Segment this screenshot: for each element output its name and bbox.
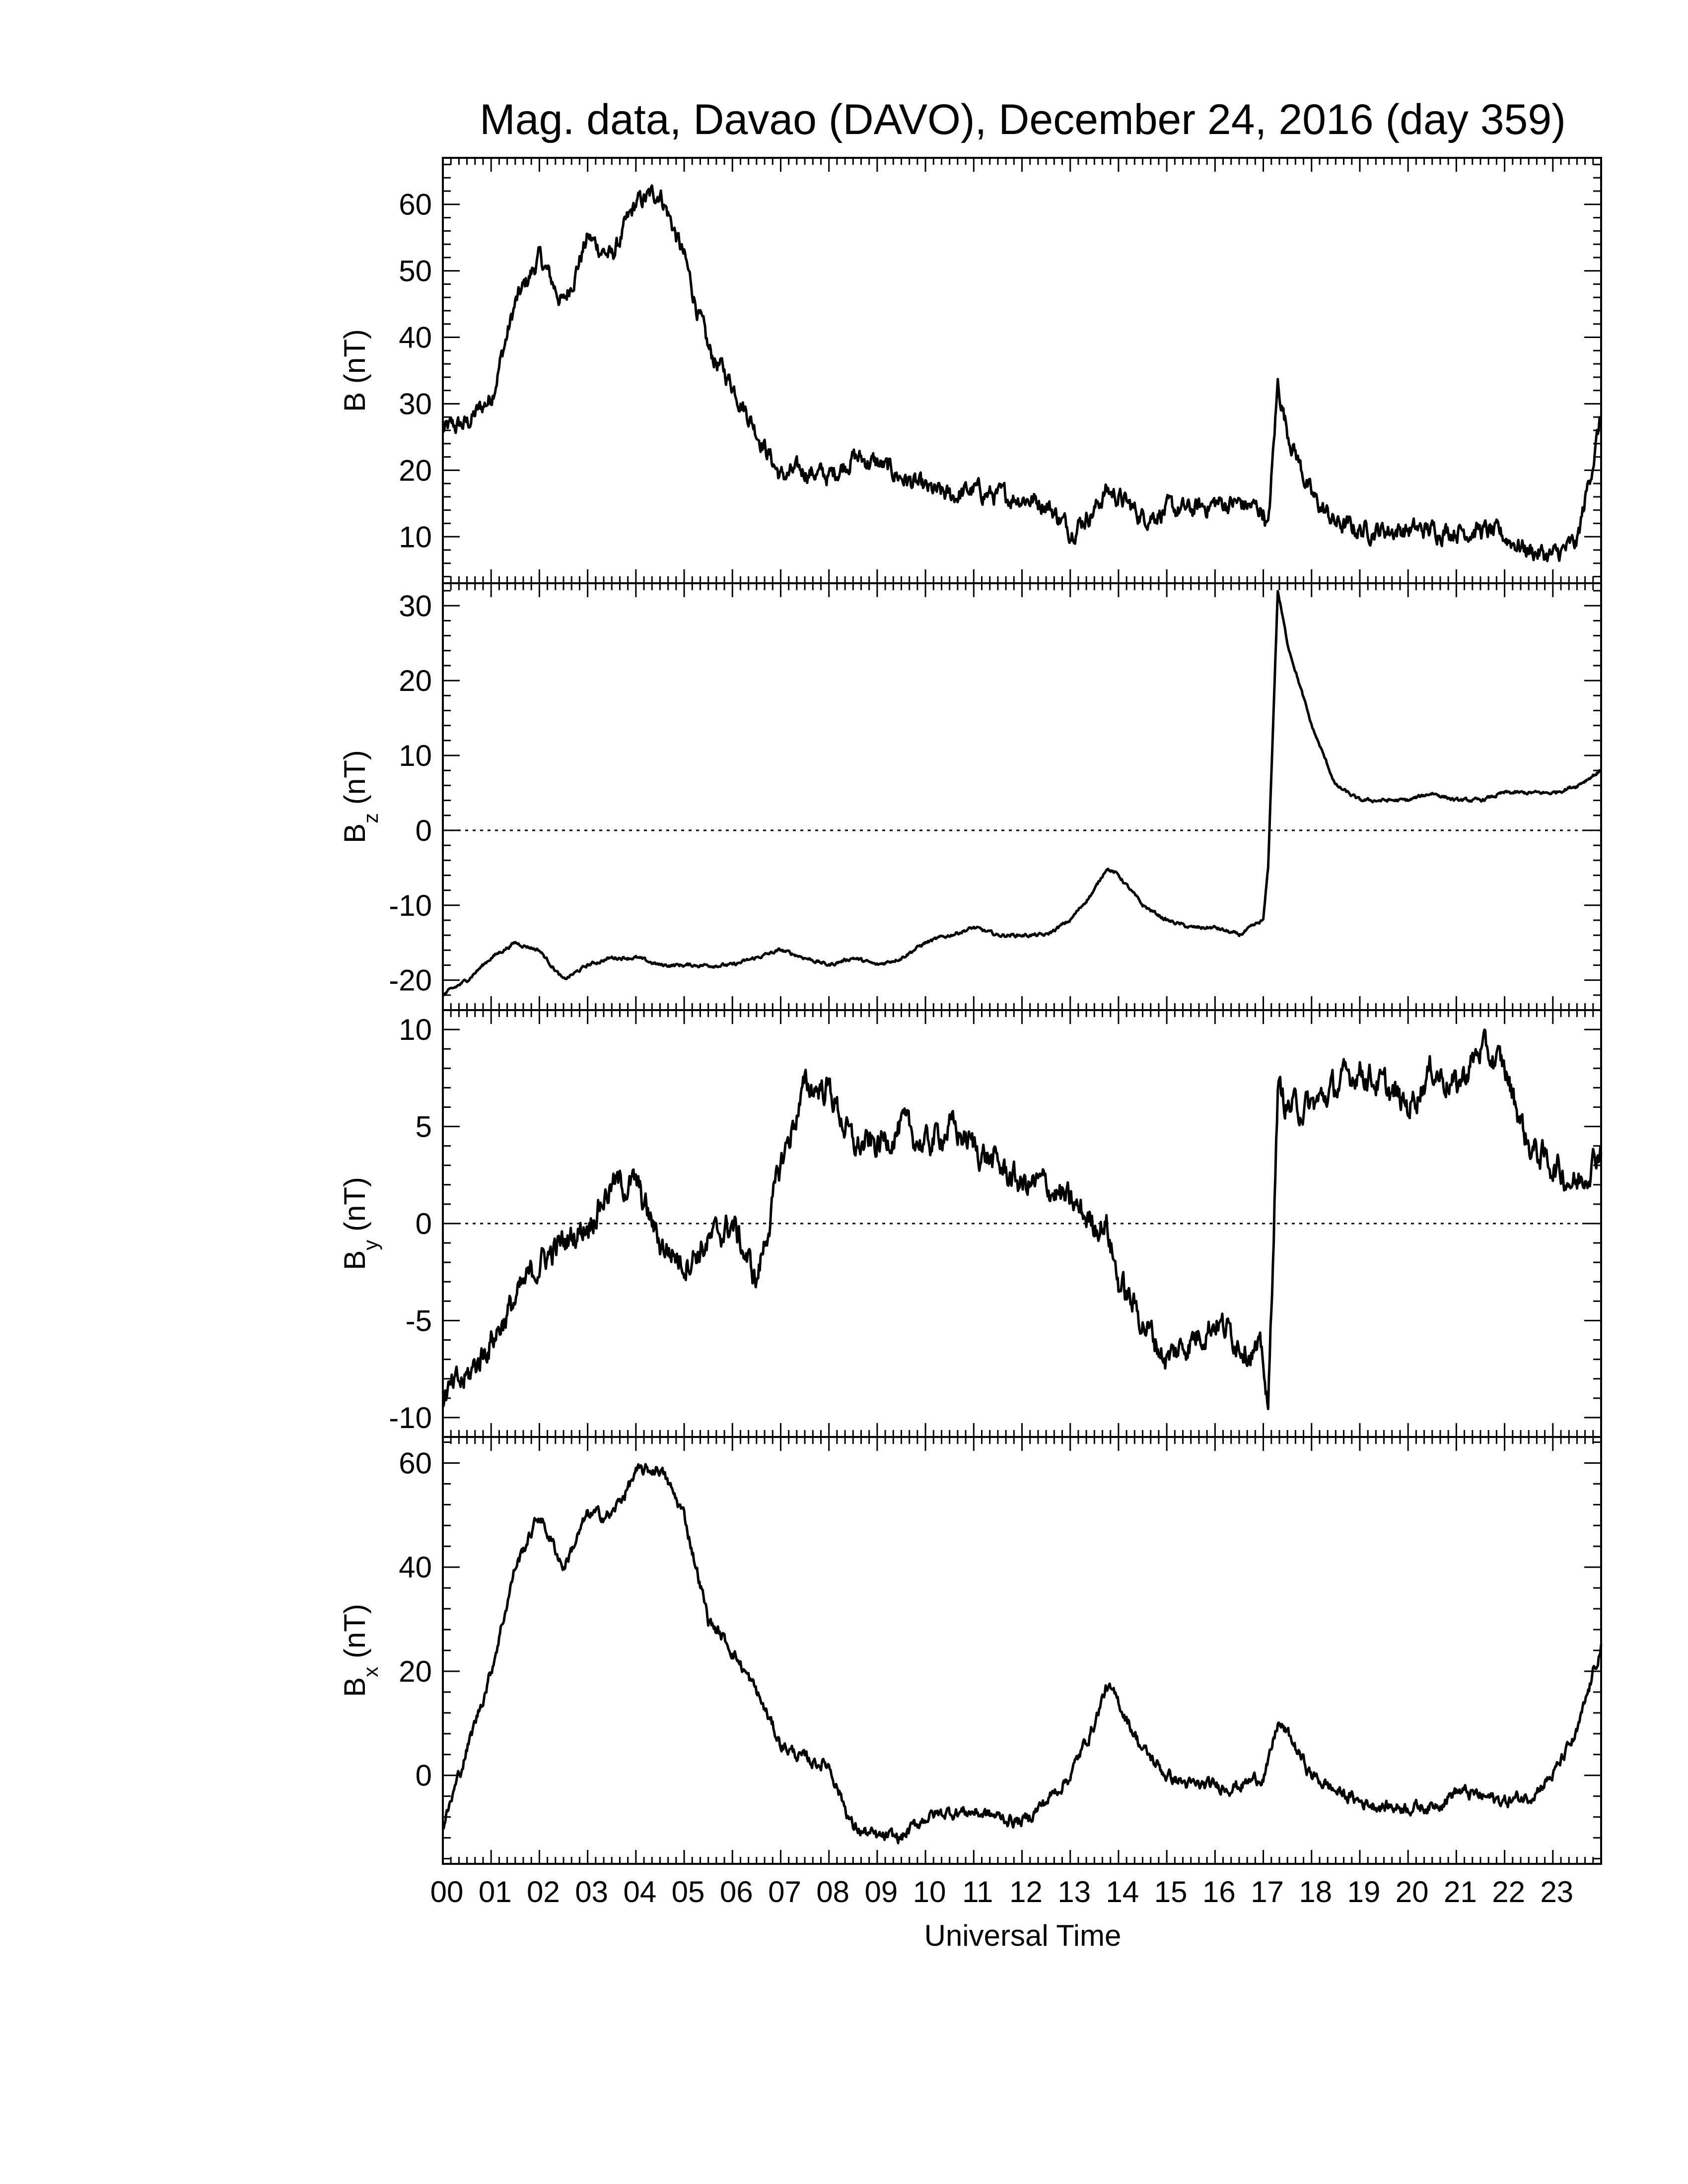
x-tick-label: 05 (672, 1875, 705, 1909)
x-tick-label: 20 (1396, 1875, 1429, 1909)
panel-2: -20 -10 0 10 20 30 Bz (nT) (338, 582, 1602, 1011)
x-tick-label: 23 (1540, 1875, 1573, 1909)
x-tick-label: 11 (962, 1875, 993, 1909)
y-tick-label: 20 (399, 664, 432, 697)
x-tick-label: 16 (1202, 1875, 1236, 1909)
y-tick-label: -5 (406, 1304, 432, 1337)
x-tick-label: 14 (1106, 1875, 1139, 1909)
y-tick-label: 10 (399, 520, 432, 553)
x-tick-label: 18 (1299, 1875, 1332, 1909)
y-tick-label: 40 (399, 1551, 432, 1584)
x-tick-label: 09 (865, 1875, 898, 1909)
y-axis-label: Bx (nT) (338, 1604, 382, 1697)
y-tick-label: -10 (389, 1401, 432, 1434)
x-tick-label: 21 (1444, 1875, 1477, 1909)
y-tick-label: 10 (399, 739, 432, 772)
x-tick-label: 04 (623, 1875, 656, 1909)
series-line (441, 184, 1603, 562)
x-tick-label: 06 (720, 1875, 753, 1909)
panel-1: 10 20 30 40 50 60 B (nT) (338, 157, 1603, 584)
x-tick-label: 03 (575, 1875, 608, 1909)
x-tick-label: 02 (527, 1875, 560, 1909)
y-axis-label: B (nT) (338, 329, 371, 412)
x-tick-label: 19 (1347, 1875, 1381, 1909)
y-tick-label: 20 (399, 1655, 432, 1688)
chart-title: Mag. data, Davao (DAVO), December 24, 20… (480, 96, 1566, 143)
x-tick-label: 07 (768, 1875, 801, 1909)
x-tick-label: 08 (816, 1875, 849, 1909)
x-tick-label: 22 (1492, 1875, 1525, 1909)
x-tick-label: 15 (1154, 1875, 1188, 1909)
y-tick-label: 60 (399, 1446, 432, 1480)
y-tick-label: 60 (399, 188, 432, 221)
y-tick-label: 5 (416, 1110, 432, 1144)
series-line (441, 1463, 1603, 1844)
y-tick-label: 0 (416, 814, 432, 847)
x-tick-label: 12 (1009, 1875, 1043, 1909)
x-tick-label: 17 (1251, 1875, 1284, 1909)
y-tick-label: 0 (416, 1759, 432, 1792)
panel-4: 0 20 40 60 Bx (nT) (338, 1436, 1603, 1865)
y-tick-label: 50 (399, 255, 432, 288)
y-tick-label: -20 (389, 964, 432, 997)
y-tick-label: 0 (416, 1207, 432, 1240)
y-tick-label: 10 (399, 1013, 432, 1046)
y-tick-label: 20 (399, 454, 432, 487)
y-tick-label: 40 (399, 321, 432, 354)
series-line (441, 590, 1602, 997)
x-axis-label: Universal Time (924, 1919, 1122, 1952)
panel-frame (442, 157, 1602, 584)
y-tick-label: 30 (399, 589, 432, 622)
x-tick-label: 13 (1057, 1875, 1091, 1909)
x-tick-label: 01 (479, 1875, 512, 1909)
panel-frame (442, 582, 1602, 1011)
y-tick-label: -10 (389, 889, 432, 922)
y-axis-label: Bz (nT) (338, 750, 382, 843)
series-line (441, 1028, 1603, 1411)
y-axis-label: By (nT) (338, 1177, 382, 1270)
x-tick-label: 10 (913, 1875, 946, 1909)
y-tick-label: 30 (399, 387, 432, 420)
panel-3: -10 -5 0 5 10 By (nT) (338, 1009, 1603, 1438)
x-tick-label: 00 (430, 1875, 464, 1909)
x-axis: 00 01 02 03 04 05 06 07 08 09 10 11 12 13 14 15 16 17 18 19… (430, 1875, 1574, 1909)
